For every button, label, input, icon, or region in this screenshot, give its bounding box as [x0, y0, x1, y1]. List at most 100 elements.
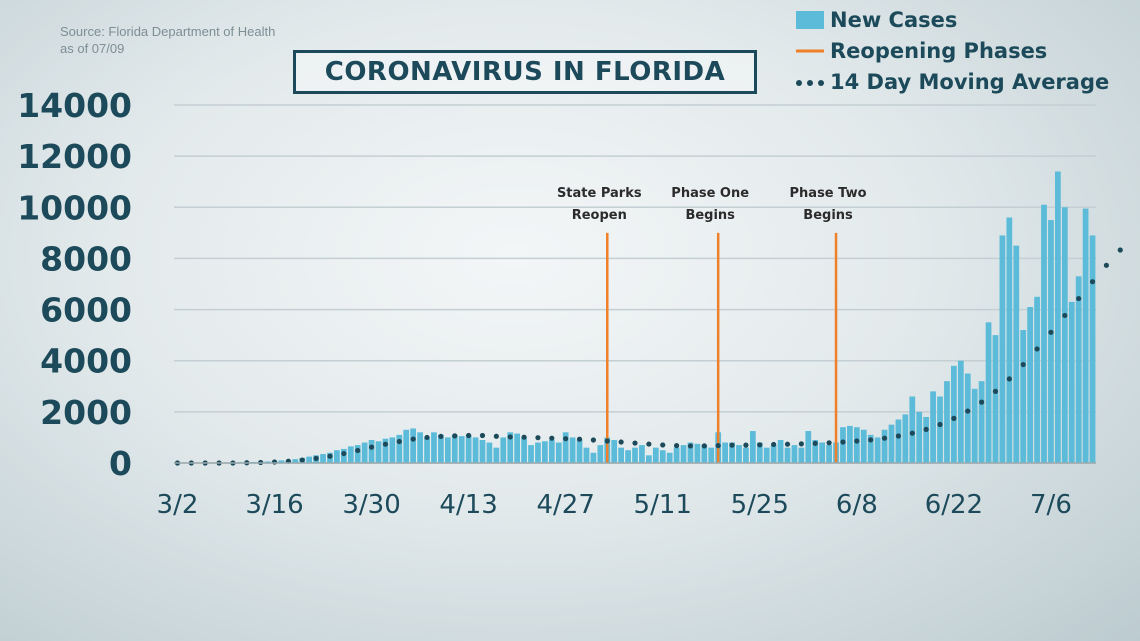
moving-average-point	[1062, 312, 1068, 319]
y-tick-label: 10000	[17, 188, 132, 227]
y-tick-label: 6000	[40, 291, 132, 330]
moving-average-point	[576, 436, 583, 442]
case-bar	[687, 442, 694, 463]
as-of-date: as of 07/09	[60, 41, 125, 56]
case-bar	[465, 434, 472, 463]
case-bar	[1020, 330, 1027, 463]
case-bar	[867, 434, 874, 463]
source-note: Source: Florida Department of Health as …	[60, 23, 360, 57]
case-bar	[971, 388, 978, 463]
moving-average-point	[1117, 247, 1123, 253]
legend-item-reopening: Reopening Phases	[790, 36, 1135, 67]
moving-average-point	[479, 432, 486, 439]
x-tick-label: 4/13	[439, 490, 497, 520]
case-bar	[680, 445, 687, 463]
moving-average-point	[965, 408, 971, 414]
case-bar	[895, 419, 902, 463]
moving-average-point	[701, 443, 707, 449]
case-bar	[694, 443, 701, 463]
legend-item-moving-average: 14 Day Moving Average	[790, 67, 1135, 98]
case-bar	[590, 452, 597, 463]
case-bar	[396, 434, 403, 463]
x-tick-label: 6/8	[836, 490, 878, 520]
case-bar	[521, 437, 527, 463]
y-tick-label: 0	[109, 444, 132, 483]
bar-swatch-icon	[796, 11, 824, 29]
phase-lines: State Parks Reopen Phase One Begins Phase Tw…	[557, 186, 867, 463]
case-bar	[444, 437, 451, 463]
moving-average-series	[174, 247, 1123, 466]
moving-average-point	[660, 442, 666, 448]
case-bar	[722, 442, 728, 463]
x-tick-label: 3/30	[342, 490, 400, 520]
case-bar	[999, 235, 1006, 463]
case-bar	[1061, 207, 1068, 463]
case-bar	[673, 447, 680, 463]
case-bar	[1089, 235, 1096, 463]
moving-average-point	[466, 432, 472, 439]
x-tick-label: 6/22	[925, 490, 983, 520]
x-tick-label: 3/16	[245, 490, 303, 520]
case-bar	[708, 447, 715, 463]
case-bar	[451, 434, 458, 463]
moving-average-point	[1103, 262, 1109, 268]
case-bar	[292, 459, 299, 463]
chart-legend: New Cases Reopening Phases 14 Day Moving…	[790, 5, 1135, 98]
case-bar	[410, 428, 417, 463]
moving-average-point	[507, 434, 513, 440]
case-bar	[417, 432, 423, 463]
moving-average-point	[771, 441, 777, 448]
case-bar	[438, 434, 444, 463]
moving-average-point	[535, 435, 541, 441]
case-bar	[431, 432, 437, 463]
dotted-line-swatch-icon	[796, 80, 824, 86]
case-bar	[1075, 276, 1082, 463]
moving-average-point	[382, 441, 389, 447]
case-bar	[826, 445, 832, 463]
case-bar	[763, 447, 770, 463]
moving-average-point	[979, 399, 985, 405]
moving-average-point	[368, 444, 375, 450]
case-bar	[819, 442, 826, 463]
phase-label-line1: State Parks	[557, 186, 642, 201]
case-bar	[507, 432, 514, 463]
case-bar	[951, 365, 957, 463]
case-bar	[1041, 204, 1047, 463]
moving-average-point	[881, 435, 888, 441]
case-bar	[853, 427, 860, 463]
moving-average-point	[327, 453, 333, 459]
moving-average-point	[521, 434, 527, 440]
case-bar	[493, 447, 500, 463]
moving-average-point	[854, 438, 860, 444]
moving-average-point	[673, 443, 680, 449]
case-bar	[320, 454, 326, 463]
x-tick-label: 4/27	[536, 490, 594, 520]
moving-average-point	[923, 426, 929, 432]
case-bar	[458, 436, 465, 463]
x-axis: 3/2 3/16 3/30 4/13 4/27 5/11 5/25 6/8 6/22 7/6	[157, 462, 1096, 520]
case-bar	[840, 427, 846, 463]
moving-average-point	[798, 441, 804, 447]
case-bar	[576, 439, 583, 463]
moving-average-point	[687, 443, 694, 449]
case-bar	[881, 429, 888, 463]
y-tick-label: 12000	[17, 137, 132, 176]
case-bar	[528, 445, 534, 463]
legend-item-new-cases: New Cases	[790, 5, 1135, 36]
y-tick-label: 2000	[40, 393, 132, 432]
moving-average-point	[743, 442, 749, 448]
moving-average-point	[826, 440, 832, 446]
case-bar	[937, 396, 943, 463]
case-bar	[278, 460, 285, 463]
moving-average-point	[410, 436, 416, 442]
moving-average-point	[992, 388, 999, 394]
source-line: Source: Florida Department of Health	[60, 24, 276, 39]
moving-average-point	[396, 438, 402, 445]
case-bar	[514, 433, 521, 463]
case-bar	[1027, 307, 1034, 463]
case-bar	[569, 437, 576, 463]
case-bar	[548, 439, 555, 463]
moving-average-point	[715, 443, 721, 449]
case-bar	[798, 447, 805, 463]
moving-average-point	[438, 433, 444, 440]
